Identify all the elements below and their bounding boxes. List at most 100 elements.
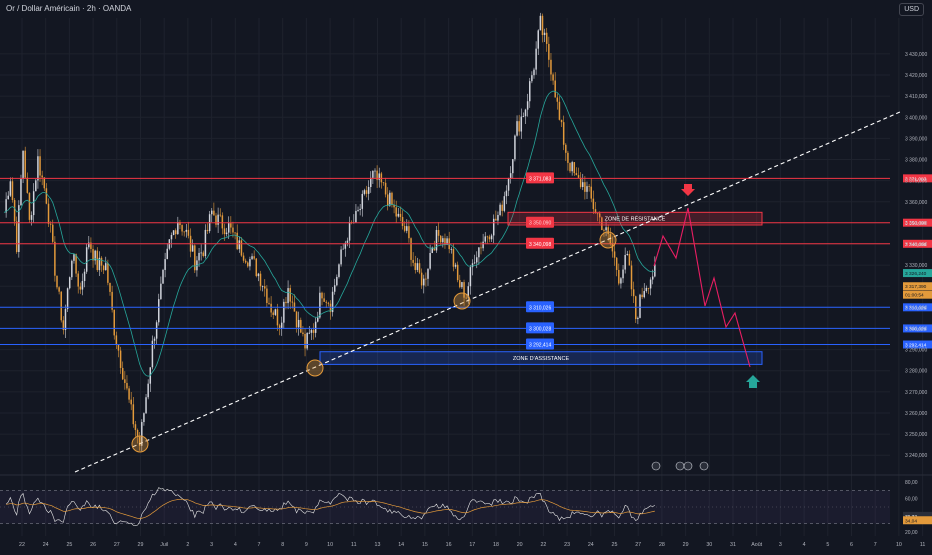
candle-body bbox=[467, 286, 470, 298]
currency-button[interactable]: USD bbox=[899, 3, 924, 16]
candle-body bbox=[431, 247, 433, 253]
candle-body bbox=[397, 213, 400, 217]
candle-body bbox=[537, 30, 539, 49]
candle-body bbox=[302, 332, 304, 334]
candle-body bbox=[251, 256, 253, 260]
candle-body bbox=[363, 190, 366, 194]
candle-body bbox=[30, 215, 33, 220]
candle-body bbox=[107, 263, 109, 283]
ema-line bbox=[3, 90, 655, 377]
candle-body bbox=[393, 204, 395, 208]
candle-body bbox=[444, 238, 446, 245]
rsi-axis-tick: 20,00 bbox=[905, 530, 918, 536]
time-axis-label: 26 bbox=[90, 542, 96, 548]
candle-body bbox=[338, 264, 340, 277]
candle-body bbox=[287, 288, 289, 304]
candle-body bbox=[5, 199, 7, 213]
candle-body bbox=[227, 223, 230, 233]
candle-body bbox=[98, 257, 101, 271]
candle-body bbox=[83, 271, 86, 282]
price-axis-tag bbox=[903, 239, 932, 248]
price-axis-tick: 3 300,000 bbox=[905, 326, 927, 332]
candle-body bbox=[582, 182, 584, 187]
candle-body bbox=[473, 262, 476, 264]
candle-body bbox=[321, 292, 323, 299]
candle-body bbox=[45, 188, 48, 204]
candle-body bbox=[545, 32, 548, 44]
candle-body bbox=[359, 208, 361, 210]
candle-body bbox=[378, 173, 380, 180]
candle-body bbox=[28, 192, 31, 220]
candle-body bbox=[257, 273, 260, 277]
candle-body bbox=[484, 236, 486, 242]
time-axis-label: 30 bbox=[706, 542, 712, 548]
candle-body bbox=[166, 248, 168, 260]
candle-body bbox=[88, 242, 90, 248]
candle-body bbox=[651, 276, 654, 280]
candle-body bbox=[280, 322, 283, 329]
candle-body bbox=[414, 262, 417, 270]
price-axis-tag-label: 3 340,098 bbox=[905, 242, 927, 248]
candle-body bbox=[181, 225, 183, 232]
candle-body bbox=[132, 404, 135, 425]
time-axis-label: 4 bbox=[803, 542, 806, 548]
time-axis-label: 3 bbox=[779, 542, 782, 548]
candle-body bbox=[488, 236, 491, 240]
candle-body bbox=[376, 170, 378, 180]
candle-body bbox=[548, 43, 550, 60]
time-axis-label: 22 bbox=[540, 542, 546, 548]
candle-body bbox=[295, 311, 298, 328]
candle-body bbox=[365, 190, 368, 194]
candle-body bbox=[569, 162, 571, 172]
candle-body bbox=[261, 286, 264, 288]
time-axis-label: 29 bbox=[138, 542, 144, 548]
candle-body bbox=[435, 229, 438, 251]
candle-body bbox=[560, 119, 563, 123]
candle-body bbox=[211, 210, 213, 215]
candle-body bbox=[454, 264, 457, 267]
current-price-label: 3 317,390 bbox=[905, 284, 927, 290]
candle-body bbox=[194, 245, 196, 271]
candle-body bbox=[41, 175, 43, 178]
candle-body bbox=[516, 121, 518, 136]
candle-body bbox=[314, 321, 317, 333]
level-badge bbox=[526, 237, 554, 249]
time-axis-label: 22 bbox=[19, 542, 25, 548]
candle-body bbox=[128, 388, 130, 400]
time-axis-label: 10 bbox=[896, 542, 902, 548]
price-axis-tag bbox=[903, 324, 932, 333]
touch-point-circle bbox=[131, 435, 149, 453]
candle-body bbox=[501, 204, 503, 211]
candle-body bbox=[503, 196, 506, 211]
candle-body bbox=[79, 286, 82, 290]
candle-body bbox=[141, 422, 143, 446]
candle-body bbox=[480, 247, 482, 249]
candle-body bbox=[391, 192, 393, 205]
candle-body bbox=[285, 301, 287, 304]
price-axis-tick: 3 410,000 bbox=[905, 94, 927, 100]
candle-body bbox=[49, 223, 52, 225]
candle-body bbox=[541, 15, 544, 36]
time-axis-label: 28 bbox=[659, 542, 665, 548]
candle-body bbox=[230, 223, 232, 228]
candle-body bbox=[291, 301, 294, 303]
candle-body bbox=[406, 226, 408, 231]
candle-body bbox=[355, 210, 357, 223]
rsi-ma-line bbox=[6, 498, 655, 519]
arrow-up-icon bbox=[746, 375, 760, 388]
candle-body bbox=[187, 229, 190, 236]
candle-body bbox=[630, 265, 633, 290]
candle-body bbox=[577, 175, 580, 178]
candle-body bbox=[255, 258, 258, 277]
time-axis-label: 7 bbox=[258, 542, 261, 548]
candle-body bbox=[374, 170, 376, 172]
candle-body bbox=[590, 186, 592, 199]
price-axis-tick: 3 390,000 bbox=[905, 136, 927, 142]
candle-body bbox=[297, 319, 300, 328]
candle-body bbox=[637, 317, 639, 320]
candle-body bbox=[603, 230, 605, 231]
time-axis-label: 6 bbox=[850, 542, 853, 548]
candle-body bbox=[56, 275, 58, 288]
